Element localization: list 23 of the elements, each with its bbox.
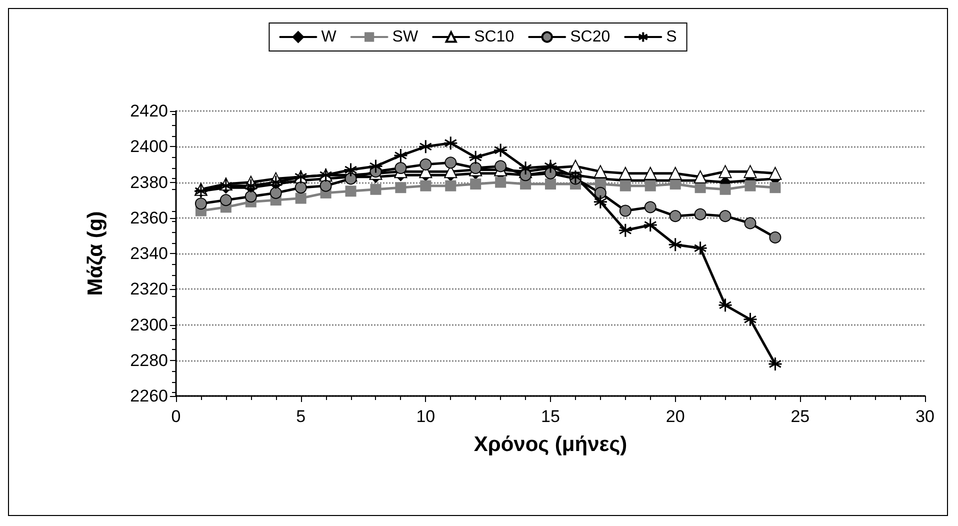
y-tick-label: 2380 — [130, 172, 168, 192]
y-tick-label: 2320 — [130, 280, 168, 299]
y-tick-label: 2280 — [130, 350, 168, 370]
y-tick-label: 2260 — [130, 386, 168, 406]
y-axis-title: Μάζα (g) — [84, 211, 107, 296]
x-tick-label: 25 — [790, 407, 810, 426]
x-tick-label: 5 — [296, 407, 306, 426]
x-tick-label: 15 — [541, 407, 560, 426]
y-tick-label: 2360 — [130, 208, 168, 228]
x-tick-label: 10 — [416, 407, 436, 426]
x-axis-title: Χρόνος (μήνες) — [474, 433, 628, 456]
y-tick-label: 2420 — [130, 102, 168, 120]
legend-label: SC10 — [474, 28, 514, 46]
y-tick-label: 2300 — [130, 315, 168, 334]
legend-label: SW — [392, 28, 419, 46]
x-tick-label: 30 — [916, 407, 934, 426]
x-tick-label: 0 — [171, 407, 181, 426]
x-tick-label: 20 — [666, 407, 685, 426]
legend-label: S — [666, 28, 677, 46]
y-tick-label: 2400 — [130, 137, 168, 156]
y-tick-label: 2340 — [130, 244, 168, 263]
legend-label: W — [321, 28, 338, 46]
legend-label: SC20 — [570, 28, 610, 46]
